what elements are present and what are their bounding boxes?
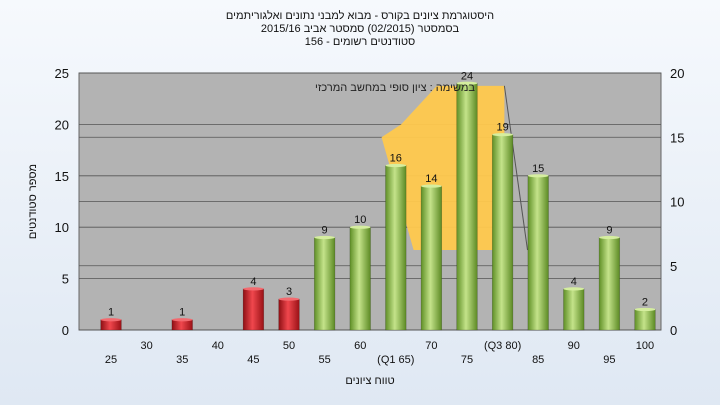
bar-value-label: 4: [250, 276, 256, 288]
bar-cap: [634, 307, 656, 312]
chart-title-line-1: היסטוגרמת ציונים בקורס - מבוא למבני נתונ…: [225, 10, 495, 22]
bar: [456, 82, 478, 331]
bar: [491, 134, 514, 331]
y-tick-label: 5: [62, 272, 69, 287]
x-tick-label: 35: [176, 354, 188, 366]
bar-cap: [421, 184, 442, 188]
bar-cap: [349, 225, 371, 229]
bar-value-label: 16: [390, 153, 402, 165]
y-axis-title: מספר סטודנטים: [27, 164, 39, 239]
bar-cap: [456, 81, 478, 85]
x-tick-label: 45: [247, 354, 259, 366]
y2-tick-label: 0: [670, 323, 677, 338]
y-tick-label: 10: [55, 220, 69, 235]
bar-cap: [100, 318, 122, 322]
y-tick-label: 20: [55, 117, 69, 132]
bar-cap: [171, 318, 193, 322]
x-tick-label: 50: [283, 340, 295, 352]
bar: [349, 226, 371, 331]
x-tick-label: 75: [461, 354, 473, 366]
y-tick-label: 25: [55, 66, 69, 81]
y2-tick-label: 10: [670, 195, 684, 210]
y2-tick-label: 5: [670, 259, 677, 274]
chart-title-line-2: בסמסטר (02/2015) סמסטר אביב 2015/16: [260, 23, 460, 35]
bar: [313, 237, 336, 331]
bar-cap: [243, 287, 264, 291]
chart-title: היסטוגרמת ציונים בקורס - מבוא למבני נתונ…: [0, 10, 720, 49]
bar: [527, 175, 549, 331]
x-axis-title: טווח ציונים: [345, 375, 394, 387]
bar-cap: [492, 133, 513, 137]
bar-value-label: 10: [354, 214, 366, 226]
bar: [563, 288, 585, 331]
chart-title-line-3: סטודנטים רשומים - 156: [304, 36, 416, 48]
bar-cap: [278, 297, 300, 301]
x-tick-label: 95: [603, 354, 615, 366]
bar-cap: [563, 287, 585, 291]
x-tick-label: 70: [425, 340, 437, 352]
bar-value-label: 19: [496, 122, 508, 134]
bar: [242, 288, 265, 331]
x-tick-label: 30: [141, 340, 153, 352]
x-tick-label: 25: [105, 354, 117, 366]
x-tick-label: 60: [354, 340, 366, 352]
x-tick-label: 40: [212, 340, 224, 352]
bar-cap: [314, 235, 335, 240]
bar: [598, 237, 621, 331]
bar-value-label: 2: [642, 296, 648, 308]
y-tick-label: 0: [62, 323, 69, 338]
bar-value-label: 14: [425, 173, 437, 185]
bar: [385, 165, 407, 331]
x-tick-label: (Q1 65): [377, 354, 414, 366]
bar-value-label: 3: [286, 286, 292, 298]
bar-cap: [385, 163, 407, 168]
bar-value-label: 24: [461, 70, 473, 82]
y-tick-label: 15: [55, 169, 69, 184]
x-tick-label: 90: [568, 340, 580, 352]
bar-value-label: 9: [606, 224, 612, 236]
band-edge: [503, 85, 529, 251]
bar-value-label: 15: [532, 163, 544, 175]
bar: [420, 185, 443, 331]
bar-cap: [599, 235, 620, 240]
bar-value-label: 1: [108, 307, 114, 319]
x-tick-label: 100: [636, 340, 654, 352]
bar-value-label: 4: [571, 276, 577, 288]
y2-tick-label: 20: [670, 66, 684, 81]
bar: [278, 298, 300, 331]
x-tick-label: (Q3 80): [484, 340, 521, 352]
y2-tick-label: 15: [670, 130, 684, 145]
bar-value-label: 1: [179, 307, 185, 319]
bar-cap: [527, 174, 549, 178]
x-tick-label: 55: [318, 354, 330, 366]
x-tick-label: 85: [532, 354, 544, 366]
bar: [634, 309, 656, 331]
bar-value-label: 9: [322, 224, 328, 236]
band-label: במשימה : ציון סופי במחשב המרכזי: [315, 82, 475, 94]
